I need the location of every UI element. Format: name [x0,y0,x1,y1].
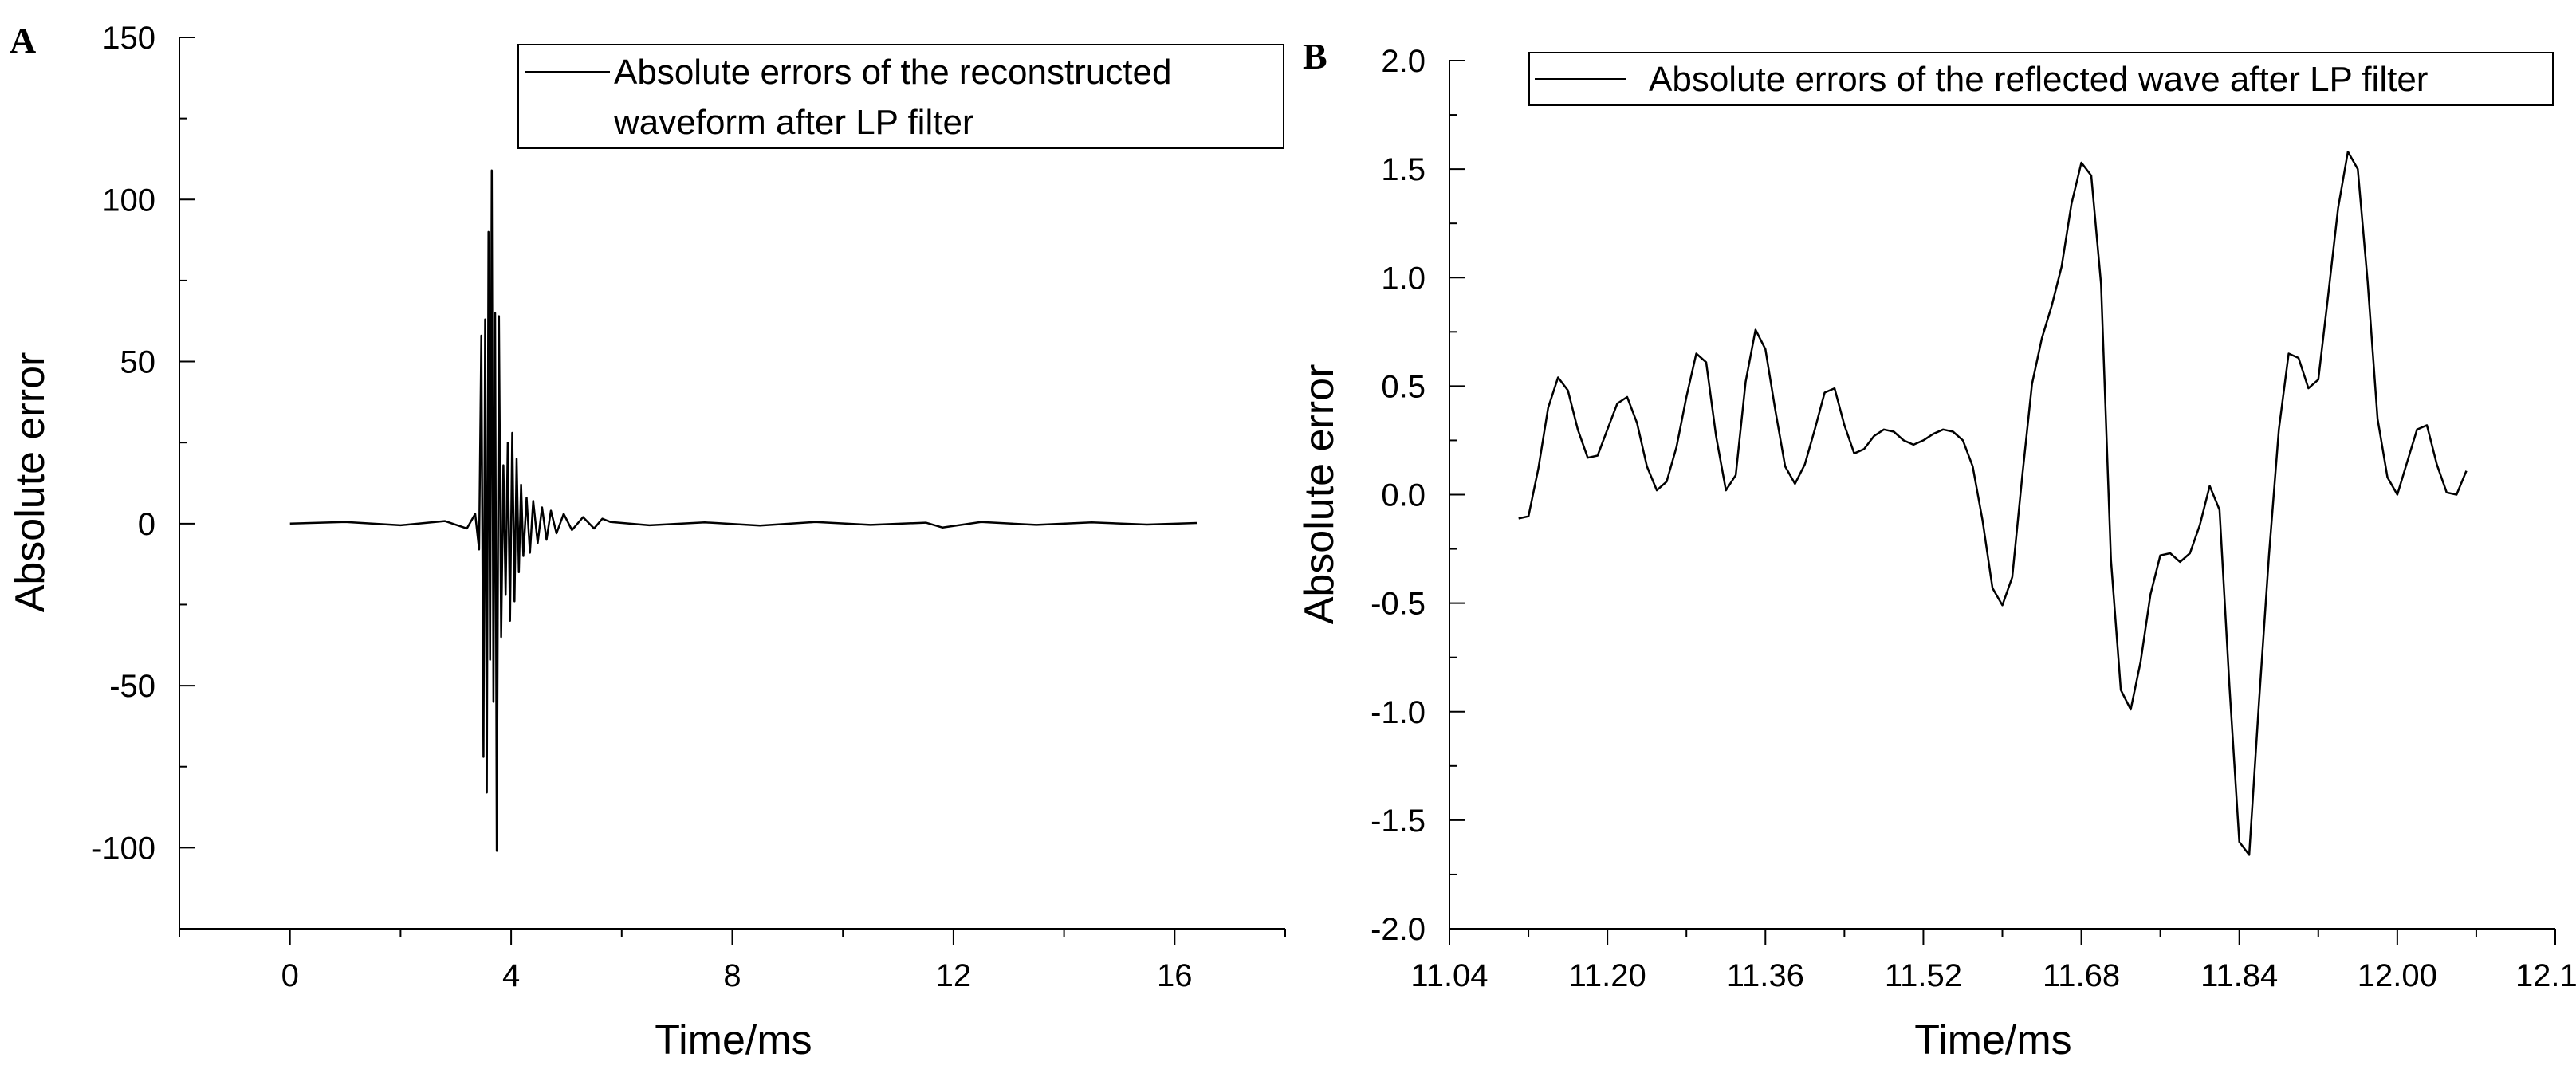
panel-b-x-tick-label: 11.84 [2200,958,2278,993]
panel-a: A 0 4 8 12 16 -100 -50 0 50 100 150 Time/ms Absolu… [7,20,1286,1063]
panel-a-axes [179,37,1285,930]
panel-b-legend: Absolute errors of the reflected wave af… [1528,52,2554,106]
panel-a-y-tick-label: 100 [102,183,155,218]
panel-a-y-axis-title: Absolute error [7,352,53,613]
panel-b-label: B [1303,36,1327,77]
panel-a-y-tick-label: 150 [102,21,155,56]
panel-b-y-tick-label: 1.5 [1381,152,1426,187]
panel-b-series [1518,151,2468,856]
panel-b-axes [1449,61,2555,930]
panel-a-x-tick-label: 8 [723,958,741,993]
panel-a-legend: Absolute errors of the reconstructed wav… [517,44,1284,149]
panel-a-y-tick-label: -100 [92,831,155,866]
panel-b-x-tick-label: 11.52 [1885,958,1962,993]
panel-b-x-tick-label: 11.20 [1569,958,1646,993]
panel-a-legend-text-line-2: waveform after LP filter [613,103,974,142]
panel-b-x-tick-label: 11.36 [1727,958,1804,993]
panel-a-y-tick-label: 50 [120,345,156,380]
panel-a-x-tick-label: 0 [281,958,299,993]
panel-b-legend-box [1528,52,2554,106]
panel-b-series-line [1518,151,2468,856]
panel-b-x-tick-label: 11.68 [2043,958,2120,993]
panel-a-series [289,169,1198,852]
panel-a-y-tick-label: 0 [138,507,155,542]
panel-a-series-line [289,169,1198,852]
panel-b-legend-text: Absolute errors of the reflected wave af… [1649,60,2428,99]
panel-b-x-tick-label: 12.16 [2515,958,2576,993]
panel-b-x-tick-label: 12.00 [2358,958,2437,993]
panel-b-y-tick-label: -0.5 [1371,587,1426,622]
panel-b-y-tick-label: 0.0 [1381,478,1426,513]
panel-a-legend-text-line-1: Absolute errors of the reconstructed [614,53,1171,92]
panel-a-x-tick-label: 4 [502,958,520,993]
panel-a-x-tick-label: 12 [936,958,972,993]
panel-b-y-axis-title: Absolute error [1296,364,1343,625]
panel-b-y-tick-label: 1.0 [1381,261,1426,296]
panel-b-y-tick-label: 2.0 [1381,44,1426,79]
panel-b-x-axis-title: Time/ms [1914,1017,2071,1063]
panel-b-y-tick-label: 0.5 [1381,369,1426,404]
panel-a-y-tick-label: -50 [109,669,155,704]
panel-b-y-tick-label: -1.5 [1371,804,1426,839]
panel-a-legend-box [517,44,1284,149]
panel-a-label: A [10,20,36,61]
panel-a-x-tick-label: 16 [1157,958,1193,993]
panel-b-y-tick-label: -1.0 [1371,695,1426,730]
panel-b-ticks: 11.04 11.20 11.36 11.52 11.68 11.84 12.00 12.16… [1371,44,2576,993]
panel-b-x-tick-label: 11.04 [1410,958,1488,993]
panel-b-y-tick-label: -2.0 [1371,912,1426,947]
panel-a-ticks: 0 4 8 12 16 -100 -50 0 50 100 150 [92,21,1286,993]
panel-a-x-axis-title: Time/ms [655,1017,812,1063]
panel-b: B 11.04 11.20 11.36 11.52 11.68 11.84 12.00 12.… [1296,36,2576,1063]
